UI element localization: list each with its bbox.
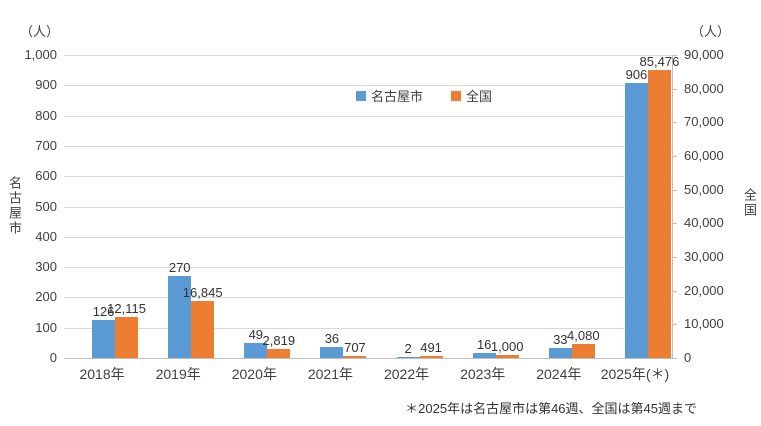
gridline [64, 297, 672, 299]
legend-item-zenkoku: 全国 [451, 86, 492, 105]
bar-nagoya-2018年 [92, 320, 116, 358]
right-axis-unit-label: （人） [691, 24, 731, 39]
right-axis-tick-mark [672, 189, 677, 191]
right-axis-tick-label: 90,000 [684, 47, 724, 62]
bar-nagoya-2021年 [320, 347, 344, 358]
data-label-zenkoku-2023年: 1,000 [490, 339, 524, 354]
data-label-nagoya-2024年: 33 [553, 332, 568, 347]
bar-zenkoku-2018年 [115, 317, 139, 358]
right-axis-tick-mark [672, 290, 677, 292]
left-axis-tick-label: 700 [35, 137, 57, 153]
legend-label-nagoya-shi: 名古屋市 [371, 89, 424, 104]
data-label-nagoya-2020年: 49 [248, 327, 264, 342]
data-label-zenkoku-2022年: 491 [420, 340, 442, 355]
right-axis-tick-mark [672, 257, 677, 258]
gridline [64, 176, 672, 178]
x-axis-label-2023年: 2023年 [460, 366, 506, 382]
x-axis-line [64, 358, 677, 359]
left-axis-tick-label: 400 [35, 228, 57, 244]
right-axis-title: 全国 [742, 188, 757, 218]
right-axis-tick-mark [672, 55, 677, 56]
right-axis-tick-label: 50,000 [684, 181, 724, 197]
left-axis-tick-label: 800 [35, 107, 57, 123]
bar-nagoya-2022年 [396, 357, 420, 358]
legend-swatch-zenkoku [451, 90, 462, 101]
data-label-zenkoku-2025年(＊): 85,476 [639, 54, 680, 69]
x-axis-label-2019年: 2019年 [155, 366, 201, 382]
data-label-zenkoku-2018年: 12,115 [107, 301, 146, 316]
bar-zenkoku-2021年 [343, 356, 367, 358]
right-axis-tick-label: 40,000 [684, 215, 724, 231]
bar-zenkoku-2024年 [571, 344, 595, 358]
gridline [64, 115, 672, 117]
gridline [64, 267, 672, 269]
right-axis-tick-mark [672, 324, 677, 326]
bar-zenkoku-2022年 [419, 356, 443, 358]
x-axis-label-2020年: 2020年 [231, 366, 277, 382]
data-label-nagoya-2025年(＊): 906 [625, 67, 648, 82]
bar-nagoya-2020年 [244, 343, 268, 358]
bar-nagoya-2019年 [168, 276, 192, 358]
right-axis-tick-label: 10,000 [684, 316, 724, 332]
right-axis-tick-label: 0 [684, 350, 692, 365]
right-axis-tick-label: 30,000 [684, 249, 724, 264]
left-axis-tick-label: 500 [35, 198, 57, 214]
data-label-zenkoku-2024年: 4,080 [567, 328, 600, 343]
gridline [64, 236, 672, 238]
left-axis-tick-label: 100 [35, 319, 57, 335]
data-label-nagoya-2021年: 36 [324, 331, 340, 346]
data-label-zenkoku-2020年: 2,819 [262, 333, 296, 348]
x-axis-label-2021年: 2021年 [307, 366, 354, 382]
data-label-zenkoku-2019年: 16,845 [182, 285, 223, 300]
gridline [64, 206, 672, 208]
right-axis-tick-label: 80,000 [684, 80, 724, 96]
legend-swatch-nagoya-shi [356, 90, 366, 101]
right-axis-line [672, 55, 673, 358]
gridline [64, 145, 672, 147]
footnote: ＊2025年は名古屋市は第46週、全国は第45週まで [405, 401, 697, 416]
right-axis-tick-mark [672, 223, 677, 225]
left-axis-tick-label: 600 [35, 168, 57, 184]
right-axis-tick-mark [672, 88, 677, 90]
bar-nagoya-2023年 [472, 353, 496, 358]
data-label-nagoya-2022年: 2 [404, 341, 412, 356]
left-axis-unit-label: （人） [20, 24, 60, 39]
legend-label-zenkoku: 全国 [466, 89, 493, 104]
bar-zenkoku-2019年 [191, 301, 215, 358]
right-axis-tick-mark [672, 122, 677, 124]
left-axis-tick-label: 1,000 [24, 47, 57, 62]
left-axis-title: 名古屋市 [7, 176, 22, 236]
gridline [64, 55, 672, 56]
x-axis-label-2022年: 2022年 [383, 366, 430, 382]
gridline [64, 85, 672, 87]
gridline [64, 327, 672, 329]
left-axis-tick-label: 0 [49, 350, 57, 365]
x-axis-label-2024年: 2024年 [536, 366, 582, 382]
data-label-nagoya-2018年: 126 [92, 304, 115, 319]
bar-zenkoku-2025年(＊) [647, 70, 671, 358]
right-axis-tick-label: 20,000 [684, 282, 724, 298]
right-axis-tick-mark [672, 156, 677, 157]
bar-nagoya-2024年 [548, 348, 572, 358]
data-label-nagoya-2023年: 16 [476, 337, 492, 352]
data-label-zenkoku-2021年: 707 [344, 340, 366, 355]
x-axis-label-2025年(＊): 2025年(＊) [600, 366, 670, 382]
bar-zenkoku-2020年 [267, 349, 291, 358]
bar-nagoya-2025年(＊) [624, 83, 648, 358]
legend: 名古屋市 全国 [356, 86, 492, 105]
legend-item-nagoya-shi: 名古屋市 [356, 86, 423, 105]
left-axis-tick-label: 200 [35, 289, 57, 305]
data-label-nagoya-2019年: 270 [168, 260, 191, 275]
right-axis-tick-label: 70,000 [684, 114, 724, 130]
left-axis-tick-label: 300 [35, 259, 57, 275]
bar-zenkoku-2023年 [495, 355, 519, 358]
left-axis-tick-label: 900 [35, 77, 57, 93]
right-axis-tick-label: 60,000 [684, 148, 724, 163]
x-axis-label-2018年: 2018年 [79, 366, 125, 382]
